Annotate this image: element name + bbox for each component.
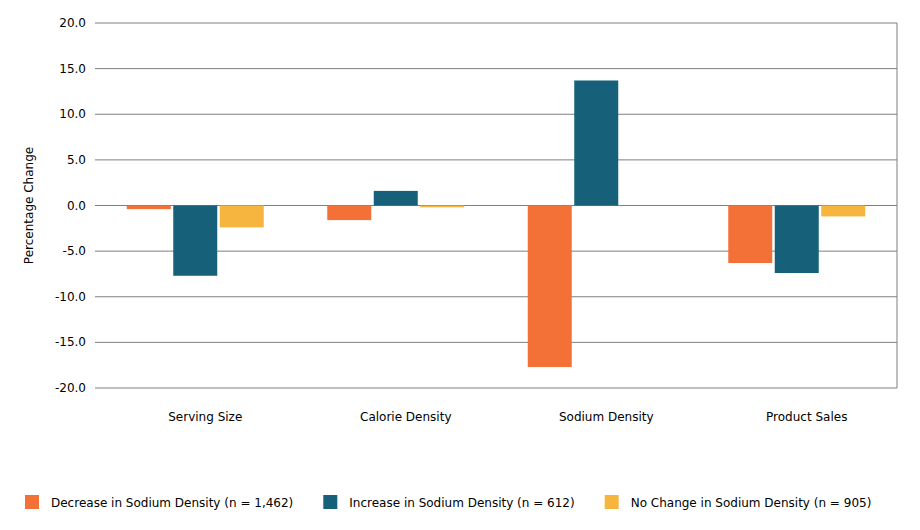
y-tick-label: -20.0 [55, 381, 86, 395]
frame-edge [897, 23, 898, 388]
bar [621, 205, 665, 206]
bars [127, 80, 866, 367]
grid-line [95, 68, 897, 69]
legend-swatch [605, 495, 619, 509]
legend-swatch [323, 495, 337, 509]
y-tick-label: -15.0 [55, 335, 86, 349]
y-tick-label: -10.0 [55, 290, 86, 304]
x-tick-label: Product Sales [766, 410, 847, 424]
grid [95, 23, 897, 388]
legend-label: Decrease in Sodium Density (n = 1,462) [51, 496, 293, 510]
bar [173, 206, 217, 276]
x-tick-label: Serving Size [168, 410, 242, 424]
y-axis-label: Percentage Change [22, 147, 36, 264]
grid-line [95, 388, 897, 389]
bar [327, 206, 371, 221]
grid-line [95, 23, 897, 24]
grid-line [95, 342, 897, 343]
bar [821, 206, 865, 217]
grid-line [95, 296, 897, 297]
y-tick-label: 15.0 [59, 62, 86, 76]
y-tick-label: 5.0 [67, 153, 86, 167]
y-tick-label: 0.0 [67, 199, 86, 213]
y-tick-label: 10.0 [59, 107, 86, 121]
legend-label: Increase in Sodium Density (n = 612) [349, 496, 574, 510]
bar [574, 80, 618, 205]
y-tick-label: -5.0 [63, 244, 86, 258]
bar [528, 206, 572, 368]
x-tick-label: Calorie Density [360, 410, 452, 424]
legend-swatch [25, 495, 39, 509]
chart-container: -20.0 -15.0 -10.0 -5.0 0.0 5.0 10.0 15.0 20.0 Per… [0, 0, 920, 530]
y-tick-label: 20.0 [59, 16, 86, 30]
chart-svg: -20.0 -15.0 -10.0 -5.0 0.0 5.0 10.0 15.0 20.0 Per… [0, 0, 920, 530]
bar [420, 206, 464, 208]
bar [127, 206, 171, 210]
bar [220, 206, 264, 228]
x-tick-label: Sodium Density [559, 410, 654, 424]
legend-label: No Change in Sodium Density (n = 905) [631, 496, 872, 510]
bar [775, 206, 819, 274]
grid-line [95, 159, 897, 160]
bar [728, 206, 772, 263]
bar [374, 191, 418, 206]
grid-line [95, 114, 897, 115]
